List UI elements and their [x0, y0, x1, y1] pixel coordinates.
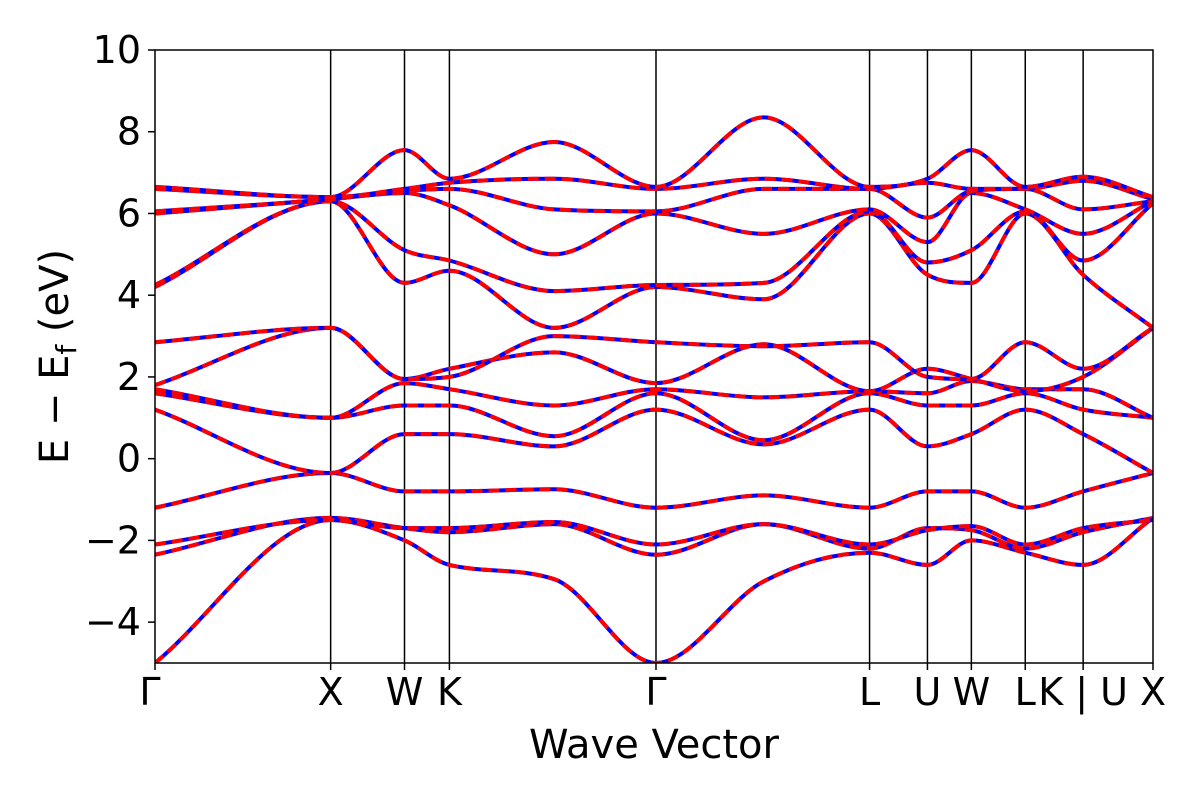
y-axis-label-sub: f	[50, 344, 83, 355]
band-lines	[155, 115, 1153, 663]
band-3-blue	[155, 471, 1153, 510]
x-tick-label-6: U	[914, 670, 942, 714]
band-0-red	[155, 516, 1153, 663]
x-tick-label-7: W	[953, 670, 991, 714]
band-14-red	[155, 115, 1153, 200]
band-9-blue	[155, 199, 1153, 330]
x-axis-label: Wave Vector	[529, 722, 780, 768]
y-tick-label-4: 4	[117, 273, 141, 317]
x-tick-label-9: K | U	[1038, 670, 1128, 715]
band-8-red	[155, 325, 1153, 381]
band-13-red	[155, 176, 1153, 202]
x-tick-label-5: L	[859, 670, 880, 714]
band-11-red	[155, 191, 1153, 257]
kpoint-vertical-lines	[329, 50, 1084, 663]
x-tick-label-4: Γ	[645, 670, 666, 714]
band-6-red	[155, 379, 1153, 420]
band-4-red	[155, 407, 1153, 475]
x-tick-label-3: K	[437, 670, 463, 714]
y-axis-label-main: E − E	[32, 355, 78, 465]
y-tick-label-5: 6	[117, 191, 141, 235]
band-3-red	[155, 471, 1153, 510]
band-9-red	[155, 199, 1153, 330]
band-1-red	[155, 515, 1153, 557]
y-tick-label-0: −4	[85, 600, 141, 644]
x-tick-label-2: W	[386, 670, 424, 714]
x-tick-label-10: X	[1140, 670, 1166, 714]
x-tick-label-8: L	[1015, 670, 1036, 714]
x-tick-label-0: Γ	[139, 670, 160, 714]
band-14-blue	[155, 115, 1153, 200]
band-8-blue	[155, 325, 1153, 381]
y-tick-label-6: 8	[117, 110, 141, 154]
band-7-red	[155, 325, 1153, 394]
band-2-red	[155, 518, 1153, 547]
y-tick-label-3: 2	[117, 355, 141, 399]
y-axis-label: E − Ef (eV)	[32, 249, 83, 464]
x-tick-label-1: X	[318, 670, 344, 714]
y-tick-label-7: 10	[93, 28, 141, 72]
plot-frame	[154, 49, 1154, 664]
y-tick-label-1: −2	[85, 518, 141, 562]
y-tick-label-2: 0	[117, 437, 141, 481]
y-axis-ticks: −4 −2 0 2 4 6 8 10	[85, 28, 155, 644]
band-4-blue	[155, 407, 1153, 475]
band-5-red	[155, 391, 1153, 443]
y-axis-label-unit: (eV)	[32, 249, 78, 345]
